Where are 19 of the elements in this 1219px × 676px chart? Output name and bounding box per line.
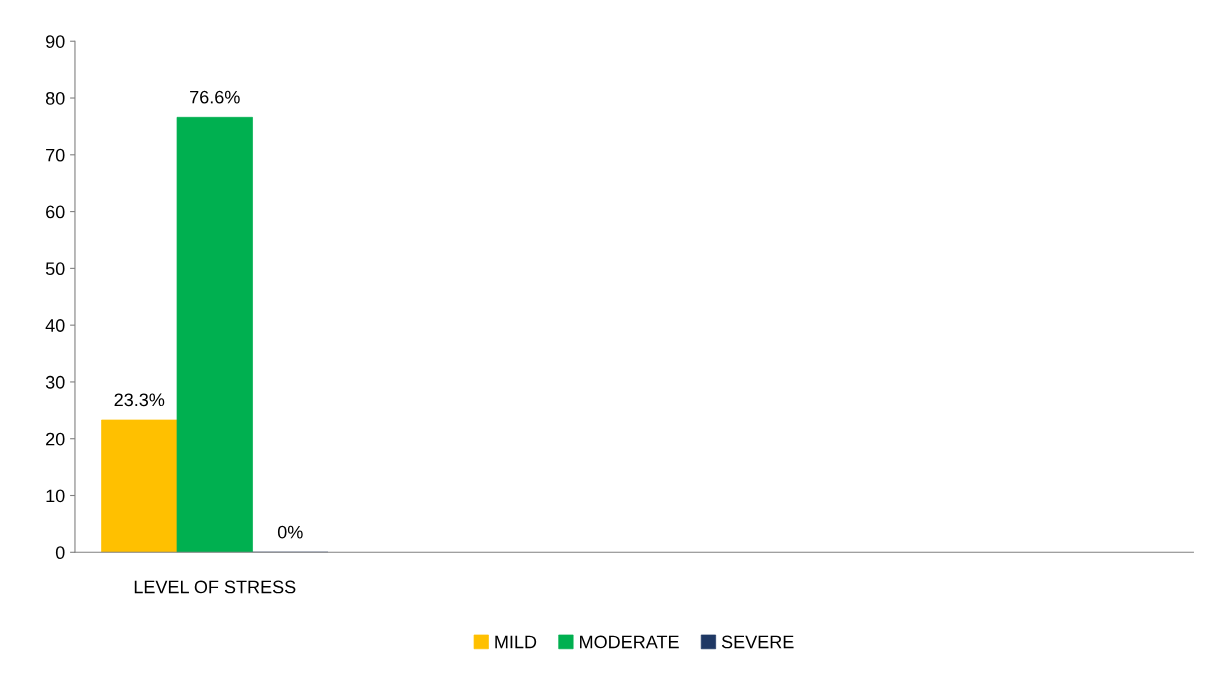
- y-tick-label: 0: [55, 546, 65, 560]
- y-tick-label: 30: [45, 375, 65, 389]
- y-tick-label: 60: [46, 205, 65, 219]
- legend-label: MODERATE: [580, 635, 679, 649]
- data-label: 76.6%: [190, 90, 240, 104]
- y-tick-label: 70: [46, 148, 65, 162]
- data-label: 0%: [277, 525, 303, 539]
- legend-label: MILD: [495, 635, 537, 649]
- y-tick-label: 90: [46, 35, 65, 48]
- y-tick-label: 50: [45, 262, 65, 276]
- bar: [176, 116, 253, 553]
- x-tick-label: LEVEL OF STRESS: [134, 580, 296, 594]
- data-label: 23.3%: [114, 393, 165, 407]
- legend-label: SEVERE: [721, 635, 794, 649]
- bar: [101, 419, 178, 553]
- y-tick-label: 80: [45, 91, 65, 105]
- y-tick-label: 20: [46, 432, 65, 446]
- y-tick-label: 10: [46, 489, 65, 503]
- y-tick-label: 40: [45, 319, 65, 332]
